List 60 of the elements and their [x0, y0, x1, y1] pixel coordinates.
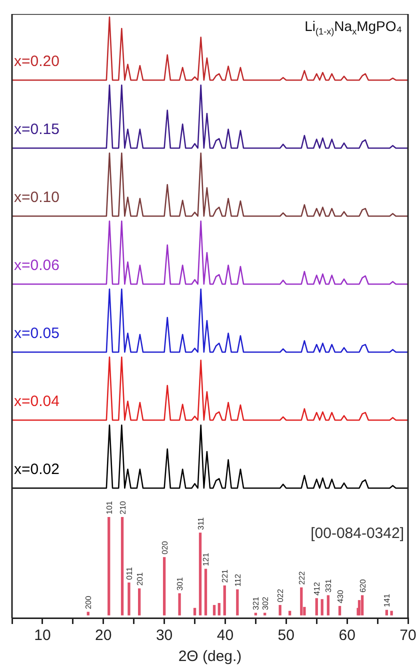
bar: [198, 532, 202, 616]
annotation: 222: [297, 570, 306, 585]
x-tick-label: 70: [400, 627, 416, 644]
series-label: x=0.10: [14, 189, 60, 206]
annotation: 201: [135, 572, 144, 586]
bar: [193, 608, 196, 616]
series-label: x=0.04: [14, 393, 60, 410]
annotation: 430: [336, 589, 345, 604]
annotation: 331: [324, 578, 334, 593]
annotation: 412: [312, 582, 322, 596]
bar: [338, 606, 342, 616]
bar: [86, 612, 90, 616]
x-tick-label: 30: [156, 627, 173, 644]
annotation: [00-084-0342]: [310, 525, 404, 542]
x-tick-label: 20: [95, 627, 112, 644]
bar: [223, 585, 226, 616]
bar: [320, 599, 324, 616]
annotation: 311: [196, 516, 206, 530]
series-label: x=0.15: [14, 121, 60, 138]
bar: [385, 610, 388, 616]
annotation: 210: [118, 500, 128, 514]
x-axis-title: 2Θ (deg.): [178, 648, 242, 666]
bar: [315, 598, 318, 616]
x-tick-label: 10: [34, 627, 51, 644]
annotation: 321: [252, 596, 261, 610]
annotation: 301: [176, 576, 185, 591]
series-label: x=0.06: [14, 257, 60, 274]
bar: [300, 587, 303, 616]
bar: [178, 593, 181, 616]
bar: [128, 582, 130, 616]
bar: [218, 603, 220, 616]
annotation: 112: [233, 573, 242, 587]
bar: [278, 604, 282, 616]
annotation: 121: [202, 552, 211, 566]
annotation: 200: [84, 595, 94, 610]
x-tick-label: 40: [216, 627, 234, 644]
bar: [360, 595, 364, 616]
series-label: x=0.20: [14, 53, 60, 70]
annotation: 011: [124, 566, 134, 580]
bar: [236, 589, 239, 616]
annotation: 020: [160, 540, 170, 554]
bar: [120, 517, 124, 616]
bar: [108, 517, 110, 616]
bar: [138, 588, 141, 616]
x-tick-label: 60: [338, 627, 356, 644]
annotation: 302: [260, 596, 270, 610]
annotation: 141: [382, 593, 392, 608]
x-tick-label: 50: [278, 627, 294, 644]
bar: [326, 595, 330, 616]
bar: [212, 604, 216, 616]
bar: [162, 557, 166, 616]
series-label: x=0.02: [14, 461, 60, 478]
annotation: 221: [220, 568, 230, 583]
annotation: 101: [104, 500, 114, 514]
bar: [288, 610, 292, 616]
bar: [204, 568, 208, 616]
annotation: 022: [276, 588, 286, 602]
series-label: x=0.05: [14, 325, 60, 342]
bar: [390, 610, 393, 616]
annotation: 620: [358, 578, 368, 593]
